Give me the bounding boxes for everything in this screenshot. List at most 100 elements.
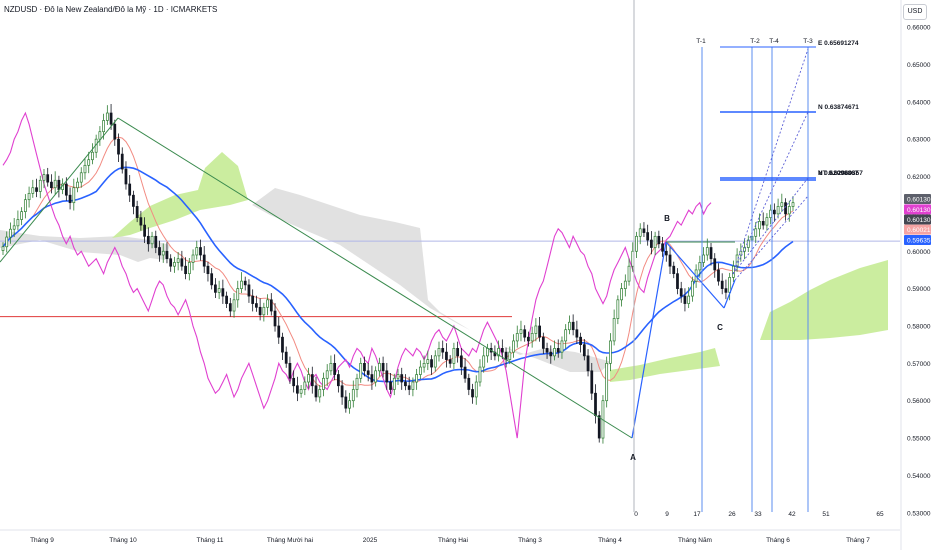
candle-49[interactable]	[184, 257, 187, 280]
candle-190[interactable]	[709, 243, 713, 266]
candle-76[interactable]	[284, 346, 288, 368]
candle-193[interactable]	[720, 273, 724, 295]
candle-93[interactable]	[348, 392, 351, 414]
candle-97[interactable]	[363, 356, 366, 377]
candle-31[interactable]	[117, 133, 120, 162]
candle-159[interactable]	[594, 384, 597, 424]
candle-143[interactable]	[534, 318, 538, 342]
candle-47[interactable]	[176, 252, 180, 271]
candle-24[interactable]	[91, 143, 94, 165]
candle-11[interactable]	[42, 169, 46, 189]
candle-137[interactable]	[512, 334, 515, 358]
candle-79[interactable]	[296, 376, 299, 402]
candle-113[interactable]	[422, 355, 426, 373]
candle-125[interactable]	[467, 373, 471, 396]
candle-114[interactable]	[426, 350, 430, 371]
currency-button[interactable]: USD	[903, 4, 927, 20]
candle-91[interactable]	[340, 380, 344, 405]
candle-26[interactable]	[98, 126, 102, 146]
candle-121[interactable]	[452, 342, 456, 369]
candle-80[interactable]	[299, 385, 303, 398]
candle-200[interactable]	[746, 235, 750, 252]
candle-65[interactable]	[243, 276, 247, 291]
candle-147[interactable]	[549, 345, 553, 364]
candle-153[interactable]	[571, 314, 575, 336]
candle-152[interactable]	[568, 315, 571, 335]
candle-105[interactable]	[392, 373, 396, 396]
candle-170[interactable]	[635, 231, 638, 258]
candle-120[interactable]	[448, 355, 452, 368]
candle-209[interactable]	[780, 193, 784, 213]
candle-142[interactable]	[530, 326, 534, 348]
candle-30[interactable]	[113, 119, 117, 146]
candle-12[interactable]	[46, 167, 50, 187]
candle-74[interactable]	[277, 317, 281, 344]
projection-line-0[interactable]	[732, 48, 809, 275]
candle-52[interactable]	[195, 240, 199, 260]
trendline-down[interactable]	[117, 117, 633, 439]
candle-2[interactable]	[9, 222, 12, 244]
candle-103[interactable]	[385, 362, 389, 390]
candle-68[interactable]	[255, 295, 258, 312]
candle-14[interactable]	[53, 171, 57, 195]
candle-194[interactable]	[724, 279, 728, 300]
candle-32[interactable]	[120, 147, 124, 174]
candle-174[interactable]	[650, 231, 653, 255]
candles-layer[interactable]	[1, 104, 795, 444]
candle-134[interactable]	[500, 339, 504, 359]
candle-157[interactable]	[586, 349, 590, 377]
candle-129[interactable]	[482, 346, 486, 373]
candle-70[interactable]	[262, 302, 266, 322]
candle-177[interactable]	[661, 237, 664, 257]
candle-55[interactable]	[206, 261, 210, 282]
candle-182[interactable]	[679, 281, 683, 303]
candle-197[interactable]	[735, 248, 739, 272]
candle-35[interactable]	[132, 190, 135, 215]
candle-106[interactable]	[396, 368, 400, 386]
candle-100[interactable]	[374, 366, 378, 387]
candle-185[interactable]	[691, 276, 694, 302]
candle-53[interactable]	[199, 239, 202, 261]
candle-88[interactable]	[329, 355, 333, 376]
candle-38[interactable]	[143, 217, 146, 244]
candle-117[interactable]	[437, 341, 441, 362]
candle-96[interactable]	[359, 357, 363, 383]
candle-108[interactable]	[404, 374, 407, 391]
candle-131[interactable]	[489, 342, 493, 360]
projection-line-3[interactable]	[734, 195, 809, 281]
candle-59[interactable]	[221, 279, 225, 304]
wave-bc[interactable]	[665, 241, 725, 309]
candle-192[interactable]	[717, 263, 720, 286]
candle-115[interactable]	[430, 355, 433, 375]
candle-86[interactable]	[322, 372, 325, 397]
candle-127[interactable]	[474, 375, 478, 405]
candle-181[interactable]	[676, 268, 679, 295]
candle-77[interactable]	[288, 356, 292, 384]
candle-40[interactable]	[150, 231, 154, 249]
candle-4[interactable]	[16, 210, 20, 231]
candle-85[interactable]	[318, 385, 322, 403]
candle-140[interactable]	[523, 325, 527, 342]
candle-58[interactable]	[217, 280, 221, 300]
candle-163[interactable]	[609, 333, 612, 372]
candle-148[interactable]	[553, 340, 556, 361]
projection-line-1[interactable]	[732, 111, 809, 275]
candle-144[interactable]	[538, 317, 541, 342]
candle-104[interactable]	[389, 373, 392, 394]
candle-72[interactable]	[269, 293, 273, 316]
candle-39[interactable]	[146, 227, 150, 252]
candle-57[interactable]	[214, 278, 217, 298]
candle-20[interactable]	[76, 177, 79, 193]
candle-204[interactable]	[761, 212, 765, 230]
candle-126[interactable]	[471, 383, 474, 404]
candle-146[interactable]	[545, 342, 549, 359]
candle-101[interactable]	[377, 357, 381, 377]
candle-164[interactable]	[612, 309, 616, 346]
candle-139[interactable]	[519, 320, 523, 342]
candle-199[interactable]	[743, 238, 746, 260]
candle-23[interactable]	[87, 151, 91, 174]
candle-29[interactable]	[109, 104, 113, 130]
candle-75[interactable]	[281, 332, 284, 360]
